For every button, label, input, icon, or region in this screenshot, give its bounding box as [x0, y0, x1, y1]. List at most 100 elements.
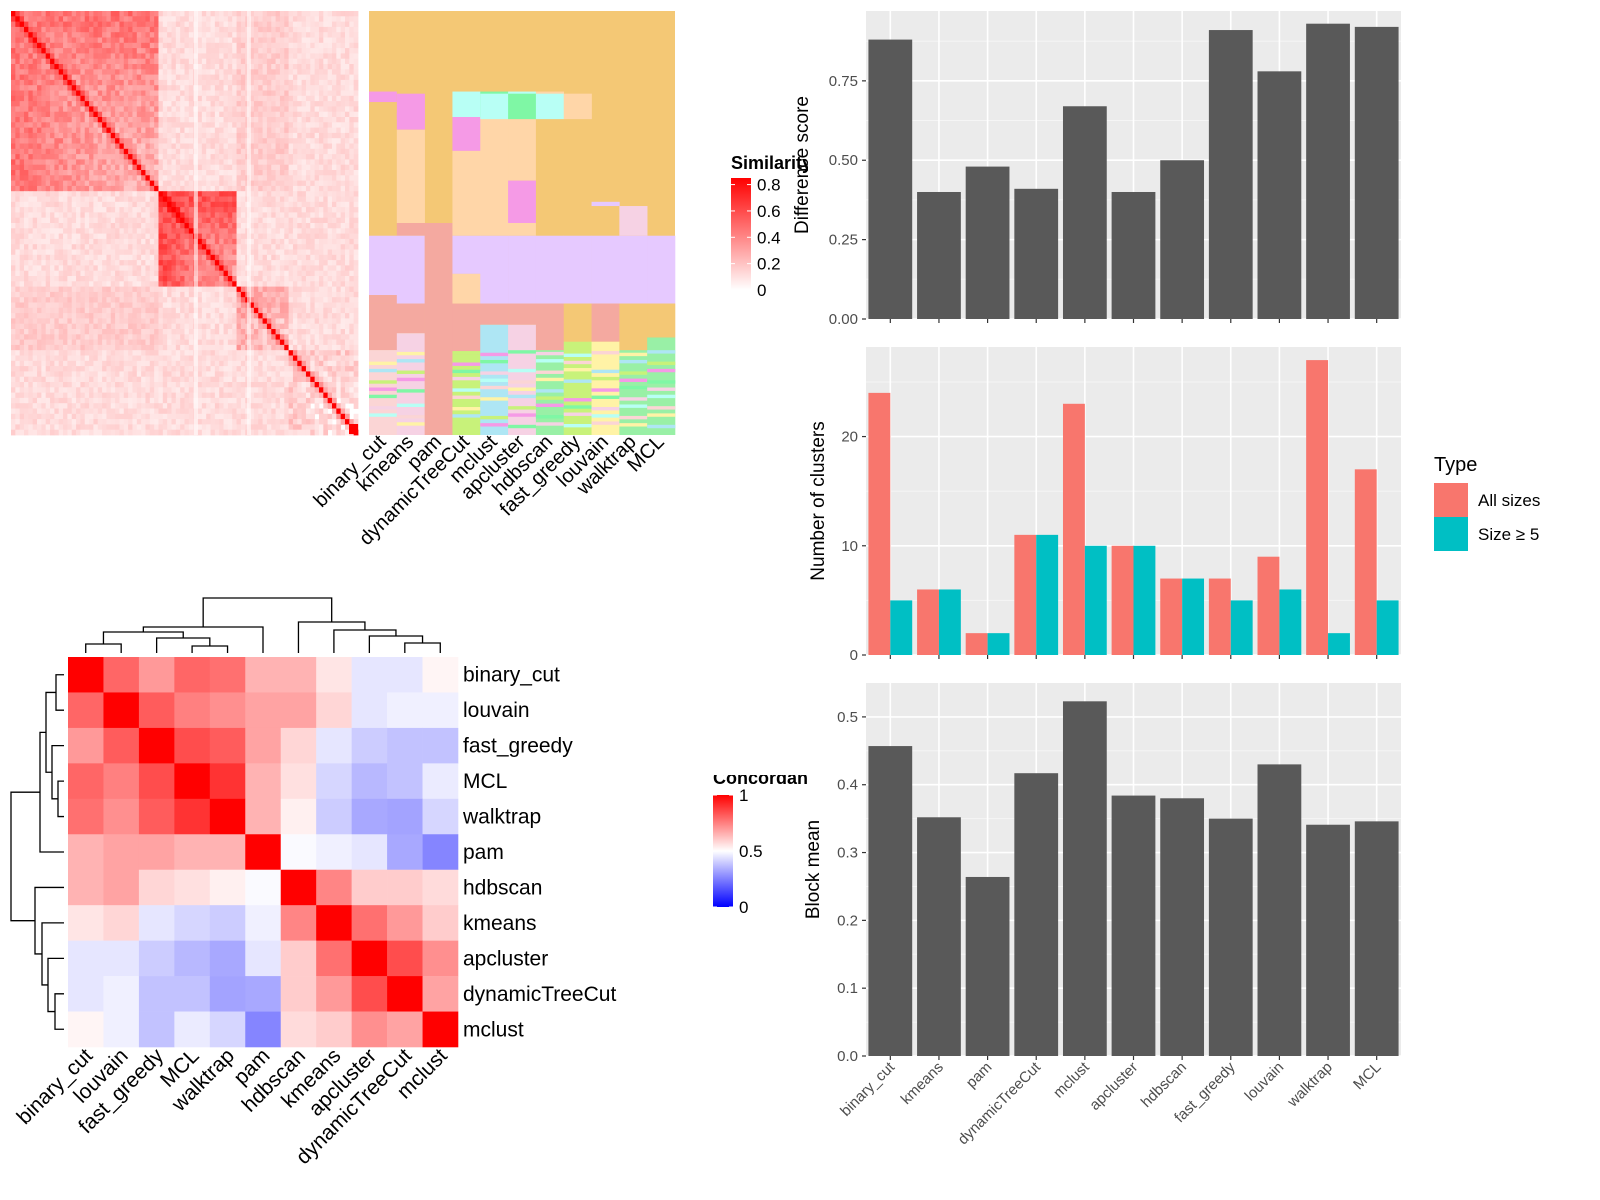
similarity-cell — [188, 265, 194, 272]
similarity-cell — [45, 339, 51, 346]
similarity-cell — [128, 90, 133, 97]
similarity-cell — [314, 207, 320, 213]
similarity-cell — [223, 238, 229, 245]
similarity-cell — [201, 175, 207, 181]
similarity-cell — [54, 228, 60, 234]
similarity-cell — [154, 207, 159, 213]
similarity-cell — [349, 291, 355, 298]
similarity-cell — [154, 244, 159, 250]
similarity-cell — [262, 117, 268, 123]
similarity-cell — [271, 260, 276, 266]
similarity-cell — [45, 164, 51, 171]
similarity-cell — [288, 143, 294, 150]
similarity-cell — [123, 286, 129, 293]
similarity-cell — [106, 196, 112, 203]
similarity-cell — [76, 26, 81, 33]
similarity-cell — [214, 132, 220, 139]
similarity-cell — [110, 339, 116, 346]
similarity-cell — [353, 334, 359, 340]
similarity-cell — [63, 69, 68, 75]
similarity-cell — [223, 106, 229, 113]
similarity-cell — [253, 201, 259, 208]
similarity-cell — [167, 85, 172, 91]
similarity-cell — [232, 85, 237, 91]
similarity-cell — [253, 228, 259, 234]
similarity-cell — [84, 249, 90, 256]
similarity-cell — [210, 175, 216, 181]
similarity-cell — [197, 90, 203, 97]
similarity-cell — [45, 74, 51, 81]
similarity-cell — [54, 11, 60, 17]
similarity-cell — [24, 329, 29, 335]
similarity-cell — [336, 207, 342, 213]
similarity-cell — [89, 95, 94, 102]
similarity-cell — [219, 148, 224, 155]
similarity-cell — [327, 233, 333, 240]
similarity-cell — [219, 313, 224, 319]
similarity-cell — [271, 69, 276, 75]
similarity-cell — [110, 79, 116, 86]
similarity-cell — [180, 26, 185, 33]
similarity-cell — [162, 164, 168, 171]
similarity-cell — [11, 48, 16, 54]
similarity-cell — [292, 11, 298, 17]
similarity-cell — [76, 170, 81, 176]
similarity-cell — [331, 159, 337, 166]
similarity-cell — [344, 329, 350, 335]
similarity-cell — [24, 90, 29, 97]
similarity-cell — [89, 249, 94, 256]
similarity-cell — [236, 286, 242, 293]
similarity-cell — [266, 318, 272, 325]
similarity-cell — [97, 238, 103, 245]
similarity-cell — [180, 101, 185, 107]
similarity-cell — [249, 175, 255, 181]
similarity-cell — [89, 297, 94, 303]
similarity-cell — [141, 170, 146, 176]
similarity-cell — [292, 223, 298, 229]
similarity-cell — [219, 106, 224, 113]
similarity-cell — [340, 323, 346, 330]
similarity-cell — [97, 11, 103, 17]
similarity-cell — [279, 217, 285, 224]
similarity-cell — [24, 180, 29, 187]
similarity-cell — [80, 95, 86, 102]
similarity-cell — [32, 170, 38, 176]
similarity-cell — [279, 307, 285, 314]
similarity-cell — [41, 223, 47, 229]
similarity-cell — [292, 26, 298, 33]
similarity-cell — [149, 329, 155, 335]
similarity-cell — [292, 138, 298, 144]
similarity-cell — [136, 143, 142, 150]
similarity-cell — [353, 270, 359, 277]
similarity-cell — [284, 318, 289, 325]
similarity-cell — [340, 217, 346, 224]
similarity-cell — [292, 74, 298, 81]
similarity-cell — [136, 249, 142, 256]
similarity-cell — [24, 106, 29, 113]
similarity-cell — [301, 42, 307, 49]
similarity-cell — [154, 106, 159, 113]
similarity-cell — [271, 175, 276, 181]
similarity-cell — [41, 26, 47, 33]
similarity-cell — [41, 281, 47, 287]
similarity-cell — [314, 180, 320, 187]
similarity-cell — [275, 185, 281, 192]
similarity-cell — [327, 117, 333, 123]
similarity-cell — [249, 154, 255, 160]
similarity-cell — [232, 90, 237, 97]
similarity-cell — [232, 180, 237, 187]
similarity-cell — [271, 313, 276, 319]
similarity-cell — [63, 154, 68, 160]
similarity-cell — [227, 90, 233, 97]
similarity-cell — [136, 127, 142, 134]
similarity-cell — [11, 42, 16, 49]
similarity-cell — [132, 164, 138, 171]
similarity-cell — [262, 32, 268, 38]
similarity-cell — [58, 276, 64, 282]
similarity-cell — [24, 16, 29, 22]
similarity-cell — [284, 260, 289, 266]
similarity-cell — [162, 48, 168, 54]
similarity-cell — [97, 127, 103, 134]
similarity-cell — [63, 74, 68, 81]
similarity-cell — [253, 85, 259, 91]
